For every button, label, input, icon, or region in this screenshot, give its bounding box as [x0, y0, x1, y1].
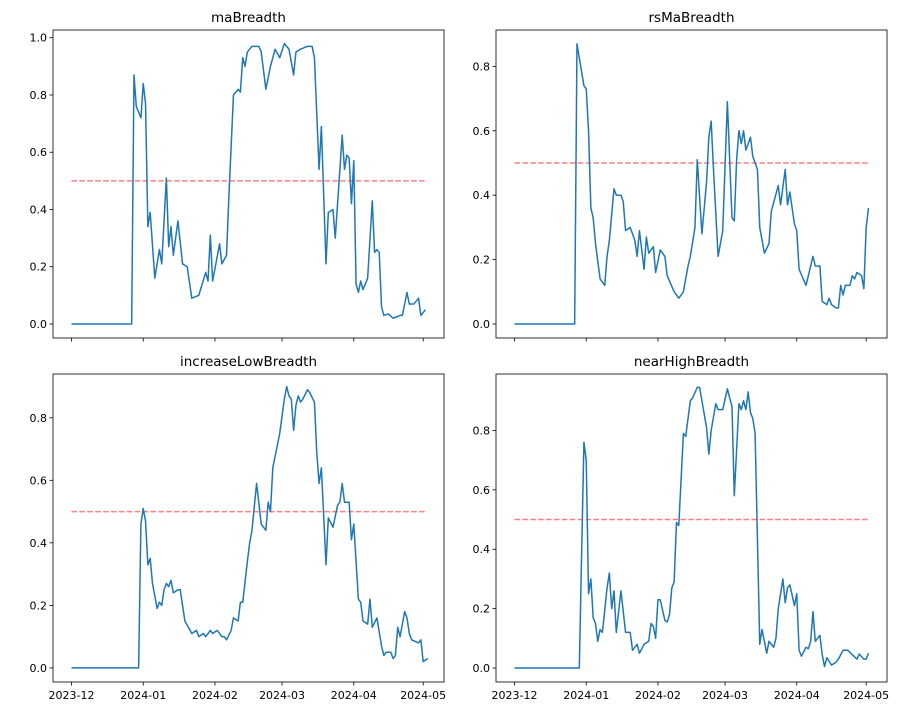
y-tick-label: 0.4	[30, 537, 48, 550]
y-tick-label: 0.8	[473, 60, 491, 73]
subplot-rsMaBreadth: 0.0 0.2 0.4 0.6 0.8 rsMaBreadth	[473, 10, 888, 342]
x-tick-label: 2024-01	[563, 689, 609, 702]
subplot-maBreadth: 0.0 0.2 0.4 0.6 0.8 1.0 maBreadth	[30, 10, 445, 342]
chart-title: maBreadth	[211, 10, 286, 26]
x-tick-label: 2023-12	[492, 689, 538, 702]
y-tick-label: 0.2	[30, 599, 48, 612]
y-tick-label: 0.4	[473, 543, 491, 556]
y-tick-label: 0.0	[30, 662, 48, 675]
y-tick-label: 0.0	[30, 318, 48, 331]
axes-frame	[495, 373, 888, 683]
x-tick-label: 2024-03	[702, 689, 748, 702]
y-tick-label: 0.6	[30, 146, 48, 159]
x-tick-label: 2024-04	[331, 689, 377, 702]
series-line	[514, 43, 870, 325]
x-tick-label: 2024-02	[635, 689, 681, 702]
y-tick-label: 0.2	[30, 261, 48, 274]
x-tick-label: 2024-04	[774, 689, 820, 702]
axes-frame	[52, 373, 445, 683]
x-tick-label: 2024-05	[400, 689, 446, 702]
subplot-increaseLowBreadth: 0.0 0.2 0.4 0.6 0.8 2023-12 2024-01 2024-02 2024…	[30, 354, 447, 702]
y-tick-label: 0.0	[473, 318, 491, 331]
series-line	[71, 385, 429, 669]
y-tick-label: 0.2	[473, 603, 491, 616]
x-tick-label: 2024-05	[843, 689, 889, 702]
x-tick-label: 2024-02	[192, 689, 238, 702]
y-tick-label: 0.6	[473, 484, 491, 497]
chart-title: nearHighBreadth	[634, 354, 749, 370]
chart-title: increaseLowBreadth	[180, 354, 317, 370]
series-line	[71, 42, 427, 325]
axes-frame	[495, 29, 888, 339]
y-tick-label: 0.8	[30, 412, 48, 425]
y-tick-label: 0.8	[473, 424, 491, 437]
y-tick-label: 0.4	[473, 189, 491, 202]
series-line	[514, 386, 870, 669]
x-tick-label: 2023-12	[49, 689, 95, 702]
subplot-nearHighBreadth: 0.0 0.2 0.4 0.6 0.8 2023-12 2024-01 2024-02 2024…	[473, 354, 890, 702]
y-tick-label: 0.4	[30, 203, 48, 216]
y-tick-label: 0.2	[473, 254, 491, 267]
y-tick-label: 0.6	[473, 125, 491, 138]
x-tick-label: 2024-01	[120, 689, 166, 702]
y-tick-label: 0.0	[473, 662, 491, 675]
chart-title: rsMaBreadth	[648, 10, 734, 26]
subplots: 0.00.20.40.60.81.0maBreadth0.00.20.40.60…	[30, 10, 890, 702]
y-tick-label: 1.0	[30, 32, 48, 45]
y-tick-label: 0.6	[30, 474, 48, 487]
axes-frame	[52, 29, 445, 339]
x-tick-label: 2024-03	[259, 689, 305, 702]
y-tick-label: 0.8	[30, 89, 48, 102]
